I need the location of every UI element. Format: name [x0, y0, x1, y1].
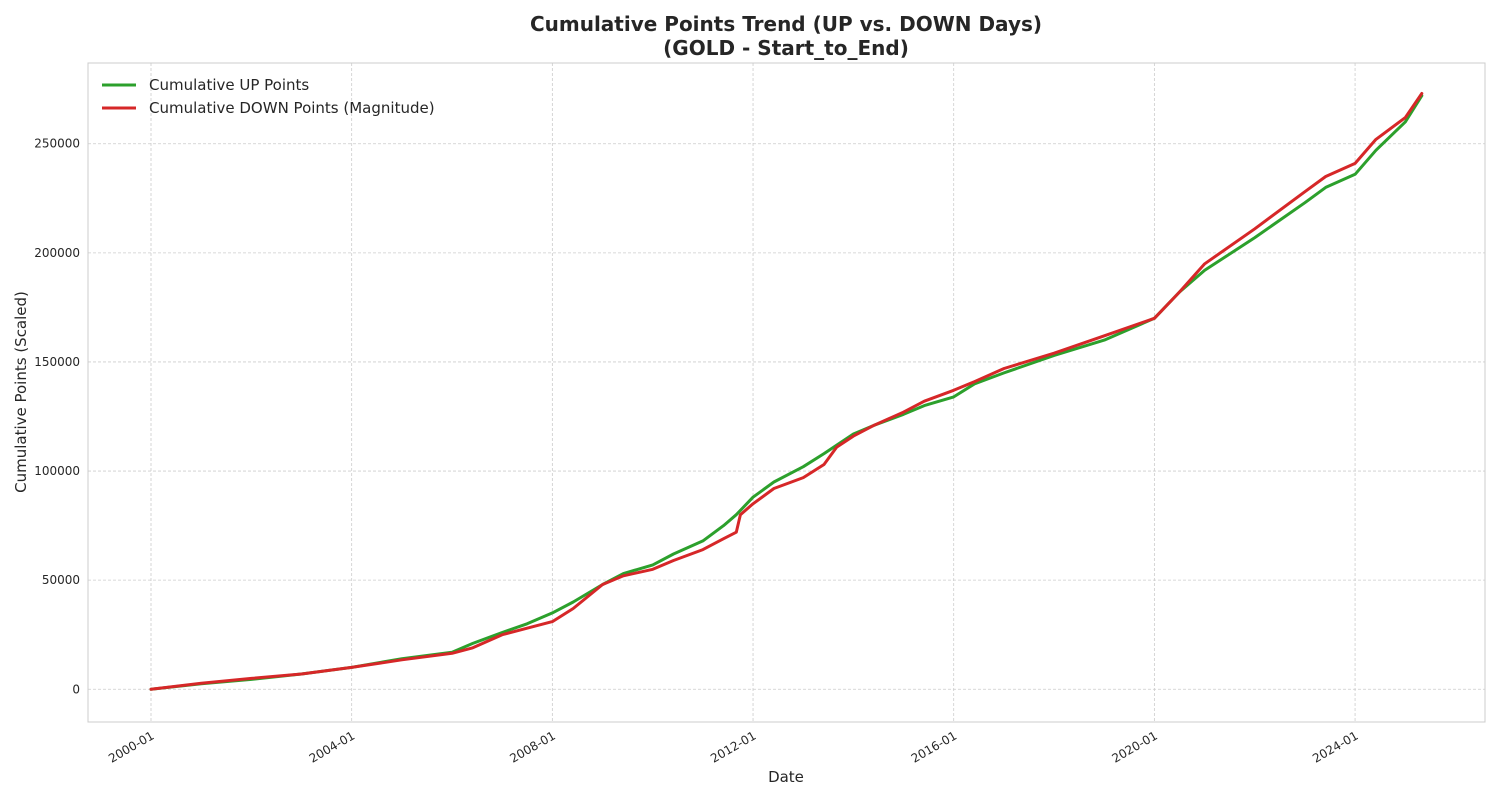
legend-label-down: Cumulative DOWN Points (Magnitude): [149, 99, 435, 117]
plot-frame: [87, 62, 1486, 723]
x-axis-label: Date: [768, 768, 804, 786]
x-axis-ticks: 2000-01 2004-01 2008-01 2012-01 2016-01 2020-…: [106, 728, 1360, 765]
y-tick-label: 100000: [34, 464, 80, 478]
legend: Cumulative UP Points Cumulative DOWN Poi…: [102, 76, 435, 117]
y-tick-label: 200000: [34, 246, 80, 260]
y-axis-ticks: 0 50000 100000 150000 200000 250000: [34, 137, 80, 697]
y-tick-label: 150000: [34, 355, 80, 369]
y-axis-label: Cumulative Points (Scaled): [12, 291, 30, 493]
grid: [88, 63, 1485, 722]
x-tick-label: 2008-01: [507, 728, 557, 765]
x-tick-label: 2004-01: [307, 728, 357, 765]
legend-label-up: Cumulative UP Points: [149, 76, 309, 94]
chart-title: Cumulative Points Trend (UP vs. DOWN Day…: [530, 12, 1042, 36]
y-tick-label: 50000: [42, 573, 80, 587]
x-tick-label: 2024-01: [1310, 728, 1360, 765]
chart-subtitle: (GOLD - Start_to_End): [663, 36, 909, 60]
series-up-line: [149, 94, 1424, 691]
x-tick-label: 2016-01: [909, 728, 959, 765]
y-tick-label: 0: [72, 682, 80, 696]
x-tick-label: 2020-01: [1109, 728, 1159, 765]
series-lines: [149, 92, 1424, 691]
x-tick-label: 2000-01: [106, 728, 156, 765]
x-tick-label: 2012-01: [708, 728, 758, 765]
series-down-line: [149, 92, 1424, 691]
y-tick-label: 250000: [34, 137, 80, 151]
